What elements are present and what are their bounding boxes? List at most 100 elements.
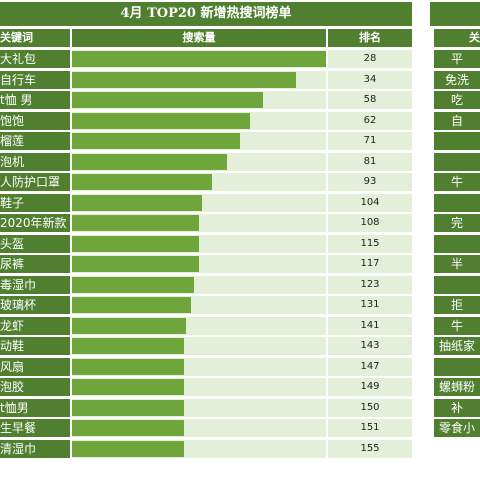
search-volume-bar xyxy=(72,72,296,88)
right-panel-title-bar xyxy=(430,2,480,26)
keyword-label: 2020年新款 xyxy=(0,214,70,232)
right-keyword-label xyxy=(434,235,480,253)
bar-track xyxy=(72,91,326,109)
bar-track xyxy=(72,112,326,130)
bar-track xyxy=(72,317,326,335)
rank-value: 58 xyxy=(328,91,412,109)
search-volume-bar xyxy=(72,113,250,129)
bar-track xyxy=(72,173,326,191)
right-keyword-label: 牛 xyxy=(434,317,480,335)
rank-value: 151 xyxy=(328,419,412,437)
keyword-label: 风扇 xyxy=(0,358,70,376)
rank-value: 150 xyxy=(328,399,412,417)
right-keyword-label: 免洗 xyxy=(434,71,480,89)
chart-title: 4月 TOP20 新增热搜词榜单 xyxy=(0,2,412,26)
keyword-label: 大礼包 xyxy=(0,50,70,68)
right-keyword-label: 拒 xyxy=(434,296,480,314)
keyword-label: 自行车 xyxy=(0,71,70,89)
bar-track xyxy=(72,296,326,314)
bar-track xyxy=(72,358,326,376)
rank-value: 155 xyxy=(328,440,412,458)
bar-track xyxy=(72,378,326,396)
rank-value: 71 xyxy=(328,132,412,150)
rank-value: 123 xyxy=(328,276,412,294)
rank-value: 143 xyxy=(328,337,412,355)
right-keyword-label: 完 xyxy=(434,214,480,232)
keyword-label: t恤 男 xyxy=(0,91,70,109)
bar-track xyxy=(72,71,326,89)
rank-value: 117 xyxy=(328,255,412,273)
header-volume: 搜索量 xyxy=(72,29,326,47)
keyword-label: 龙虾 xyxy=(0,317,70,335)
keyword-label: 人防护口罩 xyxy=(0,173,70,191)
keyword-label: 尿裤 xyxy=(0,255,70,273)
header-rank: 排名 xyxy=(328,29,412,47)
bar-track xyxy=(72,235,326,253)
header-keyword: 关键词 xyxy=(0,29,70,47)
search-volume-bar xyxy=(72,154,227,170)
search-volume-bar xyxy=(72,215,199,231)
rank-value: 149 xyxy=(328,378,412,396)
search-volume-bar xyxy=(72,256,199,272)
keyword-label: 头盔 xyxy=(0,235,70,253)
bar-track xyxy=(72,255,326,273)
rank-value: 34 xyxy=(328,71,412,89)
rank-value: 93 xyxy=(328,173,412,191)
right-keyword-label: 螺蛳粉 xyxy=(434,378,480,396)
rank-value: 115 xyxy=(328,235,412,253)
search-volume-bar xyxy=(72,297,191,313)
right-keyword-label xyxy=(434,276,480,294)
bar-track xyxy=(72,440,326,458)
bar-track xyxy=(72,399,326,417)
rank-value: 141 xyxy=(328,317,412,335)
search-volume-bar xyxy=(72,133,240,149)
search-volume-bar xyxy=(72,277,194,293)
right-keyword-label: 吃 xyxy=(434,91,480,109)
search-volume-bar xyxy=(72,379,184,395)
keyword-label: 泡机 xyxy=(0,153,70,171)
keyword-label: 玻璃杯 xyxy=(0,296,70,314)
right-keyword-label: 补 xyxy=(434,399,480,417)
right-keyword-label xyxy=(434,132,480,150)
keyword-label: 榴莲 xyxy=(0,132,70,150)
keyword-label: 毒湿巾 xyxy=(0,276,70,294)
right-keyword-label: 半 xyxy=(434,255,480,273)
rank-value: 147 xyxy=(328,358,412,376)
search-volume-bar xyxy=(72,195,202,211)
right-keyword-label: 自 xyxy=(434,112,480,130)
keyword-label: 泡胶 xyxy=(0,378,70,396)
bar-track xyxy=(72,214,326,232)
rank-value: 81 xyxy=(328,153,412,171)
rank-value: 62 xyxy=(328,112,412,130)
keyword-label: 鞋子 xyxy=(0,194,70,212)
search-volume-bar xyxy=(72,441,184,457)
right-keyword-label xyxy=(434,358,480,376)
rank-value: 104 xyxy=(328,194,412,212)
rank-value: 131 xyxy=(328,296,412,314)
right-keyword-label: 抽纸家 xyxy=(434,337,480,355)
search-volume-bar xyxy=(72,400,184,416)
keyword-label: 动鞋 xyxy=(0,337,70,355)
keyword-label: 清湿巾 xyxy=(0,440,70,458)
right-keyword-label: 牛 xyxy=(434,173,480,191)
right-keyword-label xyxy=(434,153,480,171)
search-volume-bar xyxy=(72,359,184,375)
rank-value: 28 xyxy=(328,50,412,68)
right-keyword-label xyxy=(434,194,480,212)
right-header-keyword: 关 xyxy=(434,29,480,47)
bar-track xyxy=(72,337,326,355)
right-keyword-label: 零食小 xyxy=(434,419,480,437)
bar-track xyxy=(72,419,326,437)
search-volume-bar xyxy=(72,51,326,67)
bar-track xyxy=(72,132,326,150)
bar-track xyxy=(72,194,326,212)
search-volume-bar xyxy=(72,236,199,252)
search-volume-bar xyxy=(72,318,186,334)
keyword-label: t恤男 xyxy=(0,399,70,417)
search-volume-bar xyxy=(72,338,184,354)
search-volume-bar xyxy=(72,92,263,108)
bar-track xyxy=(72,153,326,171)
search-volume-bar xyxy=(72,420,184,436)
rank-value: 108 xyxy=(328,214,412,232)
bar-track xyxy=(72,276,326,294)
